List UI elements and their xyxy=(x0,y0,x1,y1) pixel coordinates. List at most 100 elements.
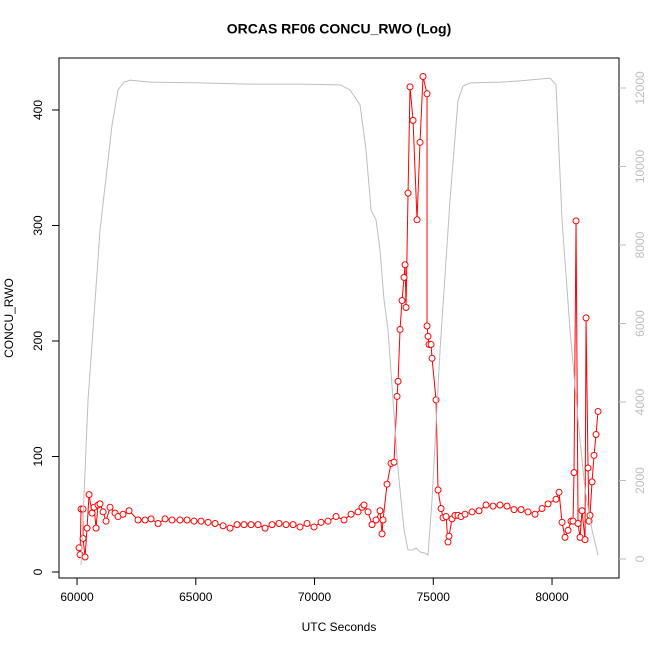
y2-tick-label: 6000 xyxy=(633,310,647,337)
y-tick-label: 100 xyxy=(31,446,45,466)
data-point xyxy=(190,517,198,525)
data-point xyxy=(423,90,431,98)
data-point xyxy=(211,519,219,527)
data-point xyxy=(324,517,332,525)
data-point xyxy=(437,504,445,512)
data-point xyxy=(558,518,566,526)
data-point xyxy=(197,517,205,525)
data-point xyxy=(378,530,386,538)
data-point xyxy=(394,377,402,385)
data-point xyxy=(176,516,184,524)
data-point xyxy=(390,458,398,466)
data-point xyxy=(183,516,191,524)
data-point xyxy=(368,521,376,529)
data-point xyxy=(332,513,340,521)
data-point xyxy=(590,451,598,459)
data-point xyxy=(489,502,497,510)
data-point xyxy=(419,72,427,80)
y-axis-label: CONCU_RWO xyxy=(2,278,16,358)
data-point xyxy=(574,519,582,527)
data-point xyxy=(340,516,348,524)
data-point xyxy=(233,521,241,529)
data-point xyxy=(317,518,325,526)
data-point xyxy=(102,517,110,525)
data-point xyxy=(88,509,96,517)
y-tick-label: 0 xyxy=(31,568,45,575)
data-point xyxy=(445,532,453,540)
data-point xyxy=(581,536,589,544)
data-point xyxy=(360,501,368,509)
data-point xyxy=(383,480,391,488)
y2-tick-label: 8000 xyxy=(633,231,647,258)
data-point xyxy=(398,297,406,305)
data-point xyxy=(247,521,255,529)
data-point xyxy=(406,83,414,91)
data-point xyxy=(434,486,442,494)
data-point xyxy=(134,516,142,524)
x-tick-label: 60000 xyxy=(60,590,94,604)
data-point xyxy=(125,507,133,515)
data-point xyxy=(154,519,162,527)
x-tick-label: 75000 xyxy=(417,590,451,604)
data-point xyxy=(592,431,600,439)
data-point xyxy=(92,524,100,532)
data-point xyxy=(416,138,424,146)
data-line xyxy=(80,77,599,565)
data-point xyxy=(261,524,269,532)
data-point xyxy=(570,469,578,477)
data-point xyxy=(524,508,532,516)
data-point xyxy=(423,322,431,330)
data-point xyxy=(409,116,417,124)
data-point xyxy=(427,340,435,348)
data-point xyxy=(517,506,525,514)
data-point xyxy=(468,508,476,516)
y-tick-label: 200 xyxy=(31,331,45,351)
data-point xyxy=(475,507,483,515)
data-point xyxy=(442,513,450,521)
data-point xyxy=(594,407,602,415)
data-point xyxy=(204,518,212,526)
y-tick-label: 400 xyxy=(31,100,45,120)
data-point xyxy=(531,510,539,518)
data-point xyxy=(572,217,580,225)
data-point xyxy=(428,354,436,362)
y2-tick-label: 10000 xyxy=(633,149,647,183)
data-point xyxy=(396,325,404,333)
data-point xyxy=(503,502,511,510)
data-point xyxy=(555,488,563,496)
data-point xyxy=(588,478,596,486)
data-point xyxy=(268,521,276,529)
data-point xyxy=(376,507,384,515)
data-point xyxy=(404,189,412,197)
data-point xyxy=(461,510,469,518)
data-point xyxy=(75,544,83,552)
data-point xyxy=(79,534,87,542)
data-point xyxy=(582,314,590,322)
data-point xyxy=(275,519,283,527)
data-point xyxy=(161,515,169,523)
data-point xyxy=(354,508,362,516)
data-point xyxy=(402,303,410,311)
data-point xyxy=(413,216,421,224)
data-point xyxy=(379,516,387,524)
data-point xyxy=(444,538,452,546)
data-point xyxy=(219,522,227,530)
data-point xyxy=(496,501,504,509)
data-point xyxy=(538,504,546,512)
x-tick-label: 65000 xyxy=(179,590,213,604)
data-point xyxy=(119,510,127,518)
data-point xyxy=(552,495,560,503)
x-axis-label: UTC Seconds xyxy=(302,620,377,634)
data-point xyxy=(482,501,490,509)
y2-tick-label: 2000 xyxy=(633,467,647,494)
data-point xyxy=(296,523,304,531)
chart-title: ORCAS RF06 CONCU_RWO (Log) xyxy=(227,21,452,37)
data-point xyxy=(564,526,572,534)
y2-tick-label: 4000 xyxy=(633,388,647,415)
data-point xyxy=(289,521,297,529)
data-point xyxy=(401,261,409,269)
x-tick-label: 70000 xyxy=(298,590,332,604)
data-point xyxy=(106,503,114,511)
